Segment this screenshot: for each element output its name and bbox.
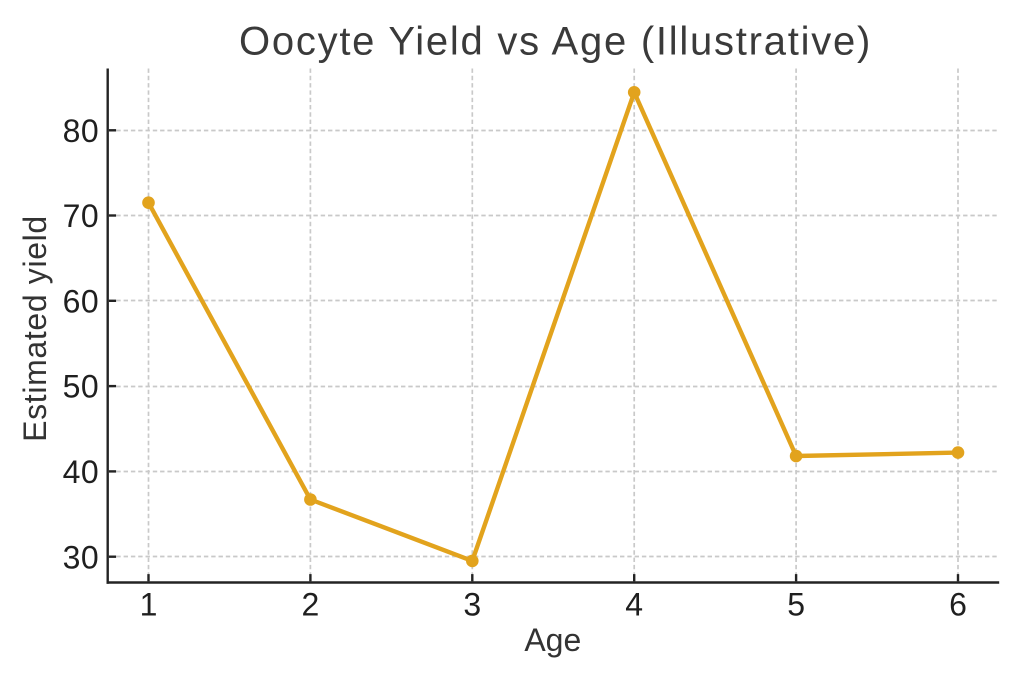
svg-text:4: 4	[625, 586, 643, 622]
svg-text:2: 2	[302, 586, 320, 622]
svg-text:6: 6	[949, 586, 967, 622]
svg-text:60: 60	[63, 283, 100, 319]
svg-text:40: 40	[63, 454, 100, 490]
svg-text:Estimated yield: Estimated yield	[17, 215, 53, 442]
svg-text:70: 70	[63, 198, 100, 234]
svg-text:30: 30	[63, 539, 100, 575]
svg-text:3: 3	[463, 586, 481, 622]
svg-text:80: 80	[63, 113, 100, 149]
svg-text:50: 50	[63, 369, 100, 405]
svg-text:1: 1	[140, 586, 158, 622]
svg-text:Oocyte Yield vs Age (Illustrat: Oocyte Yield vs Age (Illustrative)	[239, 20, 872, 64]
svg-text:Age: Age	[524, 622, 581, 658]
svg-text:5: 5	[787, 586, 805, 622]
